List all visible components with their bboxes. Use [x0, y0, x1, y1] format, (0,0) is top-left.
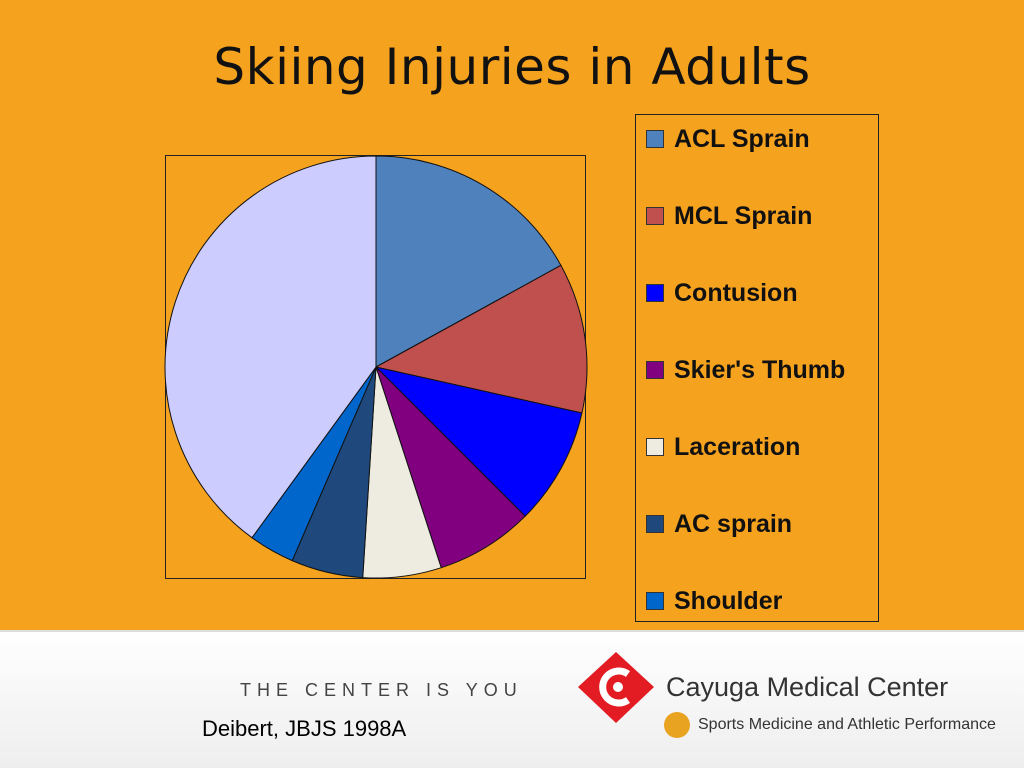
legend-label-2: Contusion	[674, 278, 798, 307]
chart-legend: ACL Sprain MCL Sprain Contusion Skier's Thu…	[635, 114, 879, 622]
legend-label-6: Shoulder	[674, 586, 783, 615]
legend-swatch-3	[646, 361, 664, 379]
legend-item-6: Shoulder	[646, 586, 782, 616]
legend-swatch-2	[646, 284, 664, 302]
footer-divider	[0, 630, 1024, 632]
legend-item-5: AC sprain	[646, 509, 792, 539]
legend-item-3: Skier's Thumb	[646, 355, 845, 385]
pie-slice-7	[164, 155, 377, 539]
legend-label-4: Laceration	[674, 432, 801, 461]
pie-slice-3	[375, 366, 526, 569]
pie-slice-2	[374, 366, 583, 517]
pie-slice-1	[374, 264, 588, 414]
org-subtitle: Sports Medicine and Athletic Performance	[698, 716, 996, 733]
legend-item-4: Laceration	[646, 432, 800, 462]
org-name: Cayuga Medical Center	[666, 672, 949, 702]
legend-label-1: MCL Sprain	[674, 201, 813, 230]
legend-item-1: MCL Sprain	[646, 201, 812, 231]
citation: Deibert, JBJS 1998A	[202, 716, 407, 741]
athlete-icon	[664, 712, 690, 738]
footer-band	[0, 630, 1024, 768]
slide-title: Skiing Injuries in Adults	[213, 38, 811, 96]
legend-swatch-5	[646, 515, 664, 533]
legend-item-2: Contusion	[646, 278, 798, 308]
legend-label-5: AC sprain	[674, 509, 793, 538]
legend-item-0: ACL Sprain	[646, 124, 810, 154]
legend-swatch-0	[646, 130, 664, 148]
legend-swatch-4	[646, 438, 664, 456]
pie-slice-0	[375, 155, 562, 368]
cayuga-c-diamond-icon	[578, 652, 654, 723]
legend-swatch-6	[646, 592, 664, 610]
legend-label-3: Skier's Thumb	[674, 355, 846, 384]
legend-swatch-1	[646, 207, 664, 225]
legend-label-0: ACL Sprain	[674, 124, 810, 153]
tagline: THE CENTER IS YOU	[240, 680, 523, 700]
